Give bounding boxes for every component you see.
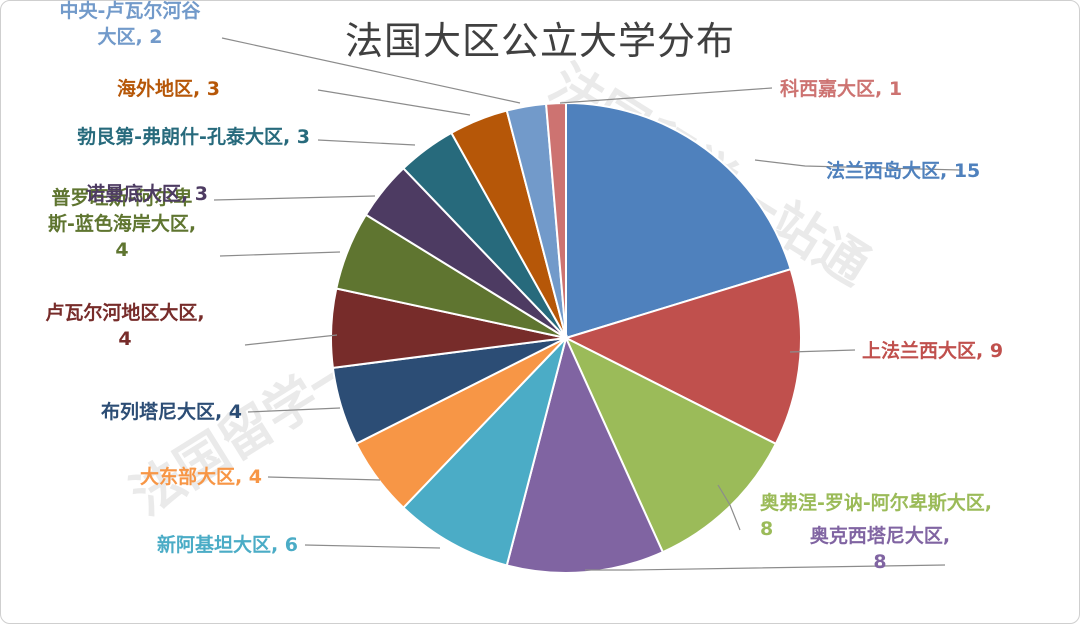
pie-slice xyxy=(505,335,665,574)
leader-line xyxy=(304,544,441,549)
slice-label: 中央-卢瓦尔河谷大区, 2 xyxy=(60,0,202,48)
leader-line xyxy=(219,251,341,257)
leader-line xyxy=(247,407,341,413)
slice-label: 勃艮第-弗朗什-孔泰大区, 3 xyxy=(77,125,310,148)
slice-label: 普罗旺斯-阿尔卑斯-蓝色海岸大区, 4 xyxy=(48,186,196,261)
slice-label: 科西嘉大区, 1 xyxy=(780,77,902,100)
chart-title: 法国大区公立大学分布 xyxy=(344,19,735,63)
slice-label: 新阿基坦大区, 6 xyxy=(157,533,298,556)
leader-line xyxy=(789,349,856,353)
leader-line xyxy=(717,484,741,531)
pie-slice xyxy=(563,267,802,446)
pie-slice xyxy=(563,335,778,554)
pie-slice xyxy=(565,101,792,340)
leader-line xyxy=(559,87,773,104)
slice-label: 布列塔尼大区, 4 xyxy=(101,400,242,423)
leader-line xyxy=(221,37,521,104)
leader-line xyxy=(244,334,338,346)
slice-label: 奥弗涅-罗讷-阿尔卑斯大区, 8 xyxy=(760,491,992,540)
slice-label: 诺曼底大区, 3 xyxy=(86,182,208,205)
slice-label: 卢瓦尔河地区大区, 4 xyxy=(45,301,204,350)
leader-line xyxy=(317,139,416,146)
slice-label: 海外地区, 3 xyxy=(117,77,220,100)
slice-label: 上法兰西大区, 9 xyxy=(862,339,1003,362)
pie-slice xyxy=(401,334,568,567)
leader-line xyxy=(213,195,376,201)
leader-line xyxy=(317,89,471,116)
slice-label: 大东部大区, 4 xyxy=(140,465,262,488)
leader-line xyxy=(754,159,961,171)
leader-line xyxy=(267,476,381,481)
leader-line xyxy=(585,564,946,571)
slice-label: 奥克西塔尼大区, 8 xyxy=(810,524,950,573)
slice-label: 法兰西岛大区, 15 xyxy=(826,159,980,182)
